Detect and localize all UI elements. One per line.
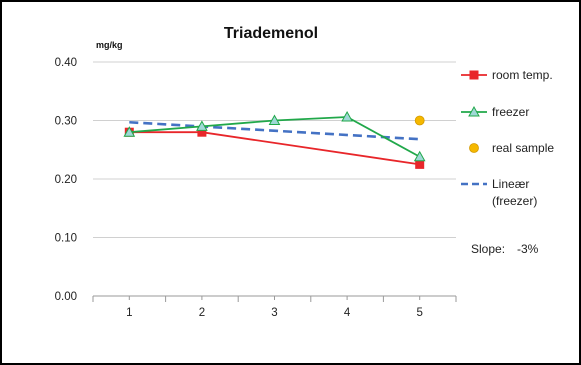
series-line-linear-freezer xyxy=(129,120,420,141)
data-point-freezer xyxy=(123,126,136,137)
data-point-freezer xyxy=(341,110,353,122)
x-tick-label: 5 xyxy=(416,307,422,319)
data-point-freezer xyxy=(268,114,281,125)
legend-marker-freezer xyxy=(468,105,480,117)
x-tick-label: 2 xyxy=(199,307,205,319)
y-tick-label: 0.00 xyxy=(55,291,77,303)
x-tick-label: 4 xyxy=(344,307,351,319)
legend-marker-room-temp xyxy=(469,70,479,80)
data-point-freezer xyxy=(196,120,208,131)
slope-value: -3% xyxy=(517,242,539,256)
legend-label-real-sample: real sample xyxy=(492,141,554,155)
legend-marker-real-sample xyxy=(469,143,479,153)
gridlines xyxy=(93,61,456,297)
y-tick-label: 0.20 xyxy=(55,174,77,186)
legend: room temp. freezer real sample Lineær (freez… xyxy=(461,68,554,208)
y-tick-label: 0.10 xyxy=(55,233,77,245)
y-unit-label: mg/kg xyxy=(96,40,123,50)
data-point-freezer xyxy=(413,150,426,162)
x-tick-label: 3 xyxy=(271,307,277,319)
plot-series xyxy=(123,110,426,169)
slope-annotation: Slope: -3% xyxy=(471,242,539,256)
x-tick-label: 1 xyxy=(126,307,132,319)
legend-label-linear-freezer: (freezer) xyxy=(492,194,537,208)
x-axis-ticks: 1 2 3 4 5 xyxy=(92,296,457,319)
data-point-real-sample xyxy=(414,115,425,126)
y-tick-label: 0.30 xyxy=(55,116,77,128)
y-tick-label: 0.40 xyxy=(55,57,77,69)
series-line-room-temp xyxy=(129,131,420,166)
chart-title: Triademenol xyxy=(224,25,318,42)
y-axis-ticks: 0.00 0.10 0.20 0.30 0.40 xyxy=(55,57,77,303)
slope-label: Slope: xyxy=(471,242,505,256)
legend-label-room-temp: room temp. xyxy=(492,68,553,82)
data-point-room-temp xyxy=(197,127,207,137)
data-point-room-temp xyxy=(415,159,425,169)
legend-label-freezer: freezer xyxy=(492,105,529,119)
legend-label-linear-freezer: Lineær xyxy=(492,177,529,191)
